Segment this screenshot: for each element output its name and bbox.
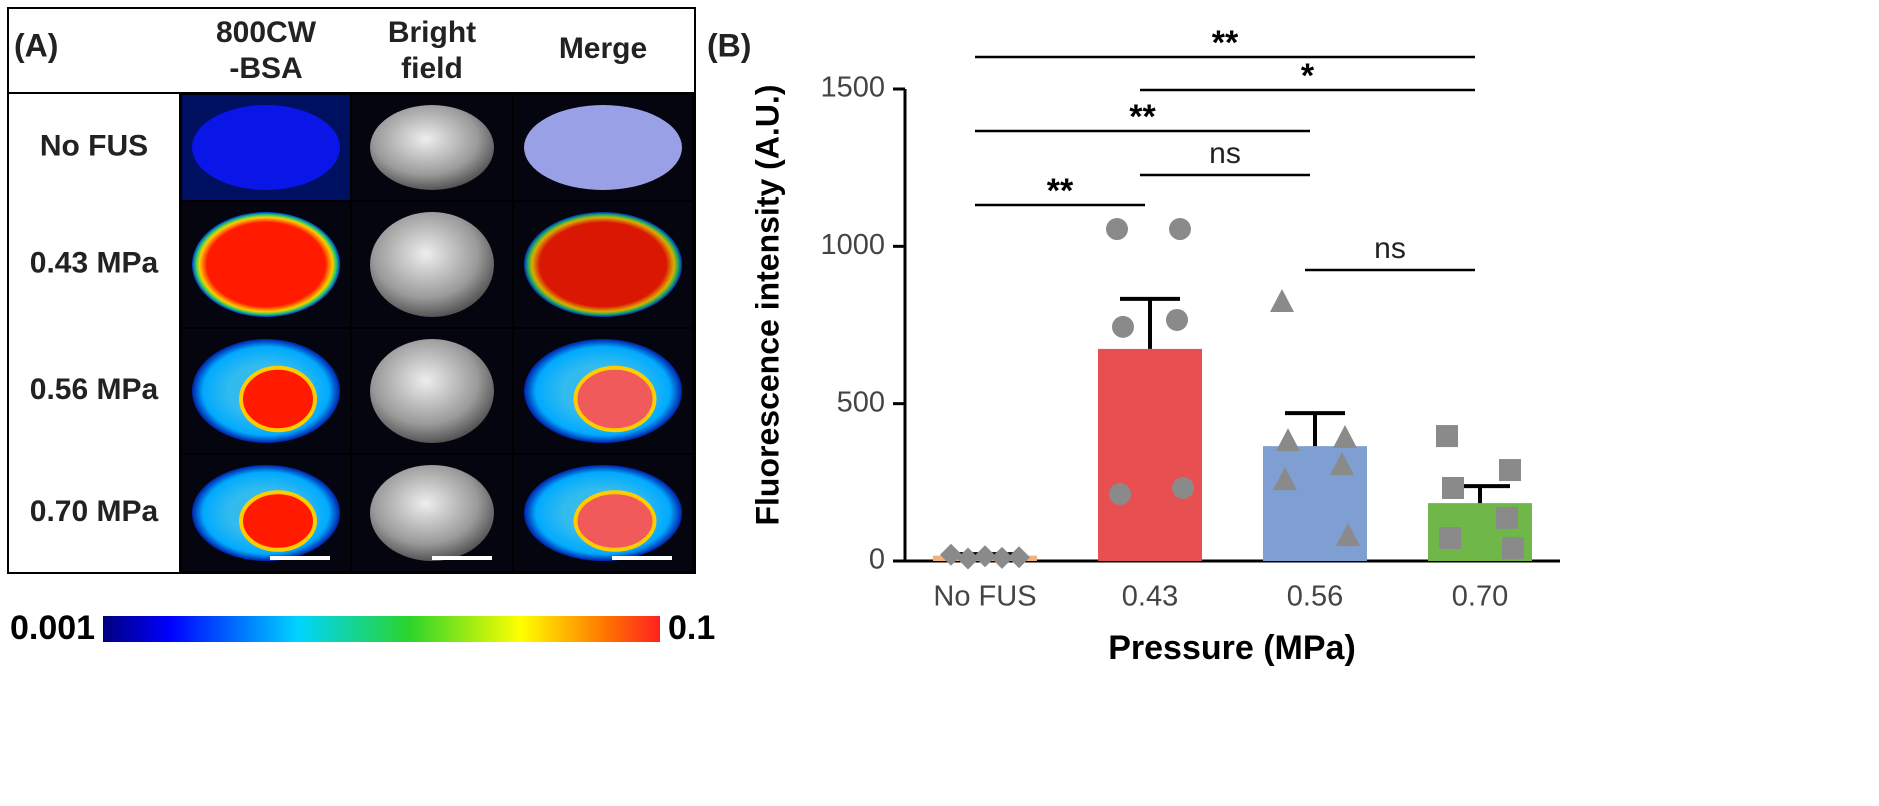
organ-image: [370, 465, 494, 561]
row-label: 0.56 MPa: [30, 373, 159, 406]
organ-image: [524, 212, 682, 317]
data-point: [1439, 527, 1461, 550]
hot-spot: [239, 490, 317, 552]
data-point: [1112, 315, 1134, 338]
column-header: Merge: [559, 32, 647, 65]
data-point: [1336, 523, 1360, 547]
row-label: 0.43 MPa: [30, 246, 159, 279]
column-header-line: field: [401, 52, 463, 85]
data-point: [991, 546, 1013, 569]
data-point: [1106, 218, 1128, 241]
data-point: [1333, 424, 1357, 448]
data-point: [1436, 425, 1458, 448]
data-point: [1109, 482, 1131, 505]
organ-image: [370, 339, 494, 443]
data-point: [1008, 546, 1030, 569]
significance-label: ns: [1374, 232, 1406, 265]
column-header-line: Merge: [559, 32, 647, 65]
organ-image: [192, 212, 340, 317]
significance-label: *: [1301, 57, 1315, 95]
panel-label: (B): [707, 27, 751, 63]
significance-label: **: [1129, 98, 1156, 136]
column-header-line: 800CW: [216, 16, 317, 49]
hot-spot: [239, 365, 317, 433]
y-tick-label: 0: [869, 544, 885, 576]
data-point: [1502, 537, 1524, 560]
x-tick-label: 0.70: [1452, 581, 1508, 613]
data-point: [1169, 218, 1191, 241]
column-header: 800CW -BSA: [216, 16, 317, 85]
data-point: [1270, 289, 1294, 313]
organ-image: [192, 105, 340, 190]
data-point: [957, 547, 979, 570]
column-header-line: -BSA: [229, 52, 302, 85]
x-axis-title: Pressure (MPa): [1108, 629, 1356, 667]
y-tick-label: 1500: [820, 72, 885, 104]
error-bar: [1120, 296, 1180, 349]
data-point: [940, 543, 962, 566]
column-header-line: Bright: [388, 16, 476, 49]
organ-image: [370, 105, 494, 190]
data-point: [974, 545, 996, 568]
column-header: Bright field: [388, 16, 476, 85]
y-tick-label: 1000: [820, 229, 885, 261]
significance-label: **: [1212, 24, 1239, 62]
data-point: [1166, 308, 1188, 331]
significance-label: ns: [1209, 137, 1241, 170]
row-label: No FUS: [40, 129, 148, 162]
y-axis-title: Fluorescence intensity (A.U.): [749, 85, 785, 526]
panel-a: (A) 0.001 0.1 800CW -BSA Bright field Merge N…: [7, 7, 715, 647]
x-tick-label: No FUS: [933, 581, 1036, 613]
data-point: [1273, 467, 1297, 491]
bar: [1098, 348, 1202, 561]
colorbar: [103, 616, 660, 642]
data-point: [1172, 476, 1194, 499]
data-point: [1330, 452, 1354, 476]
organ-image: [370, 212, 494, 317]
error-bar: [1285, 411, 1345, 447]
colorbar-min: 0.001: [10, 609, 95, 647]
x-tick-label: 0.56: [1287, 581, 1343, 613]
y-tick-label: 500: [837, 386, 885, 418]
data-point: [1499, 459, 1521, 482]
row-label: 0.70 MPa: [30, 495, 159, 528]
hot-spot: [573, 365, 657, 433]
panel-label: (A): [14, 27, 58, 63]
significance-label: **: [1047, 172, 1074, 210]
organ-image: [524, 105, 682, 190]
x-tick-label: 0.43: [1122, 581, 1178, 613]
data-point: [1442, 476, 1464, 499]
data-point: [1276, 428, 1300, 452]
colorbar-max: 0.1: [668, 609, 715, 647]
data-point: [1496, 506, 1518, 529]
panel-b: (B) Fluorescence intensity (A.U.) Pressure…: [707, 24, 1560, 667]
hot-spot: [573, 490, 657, 552]
